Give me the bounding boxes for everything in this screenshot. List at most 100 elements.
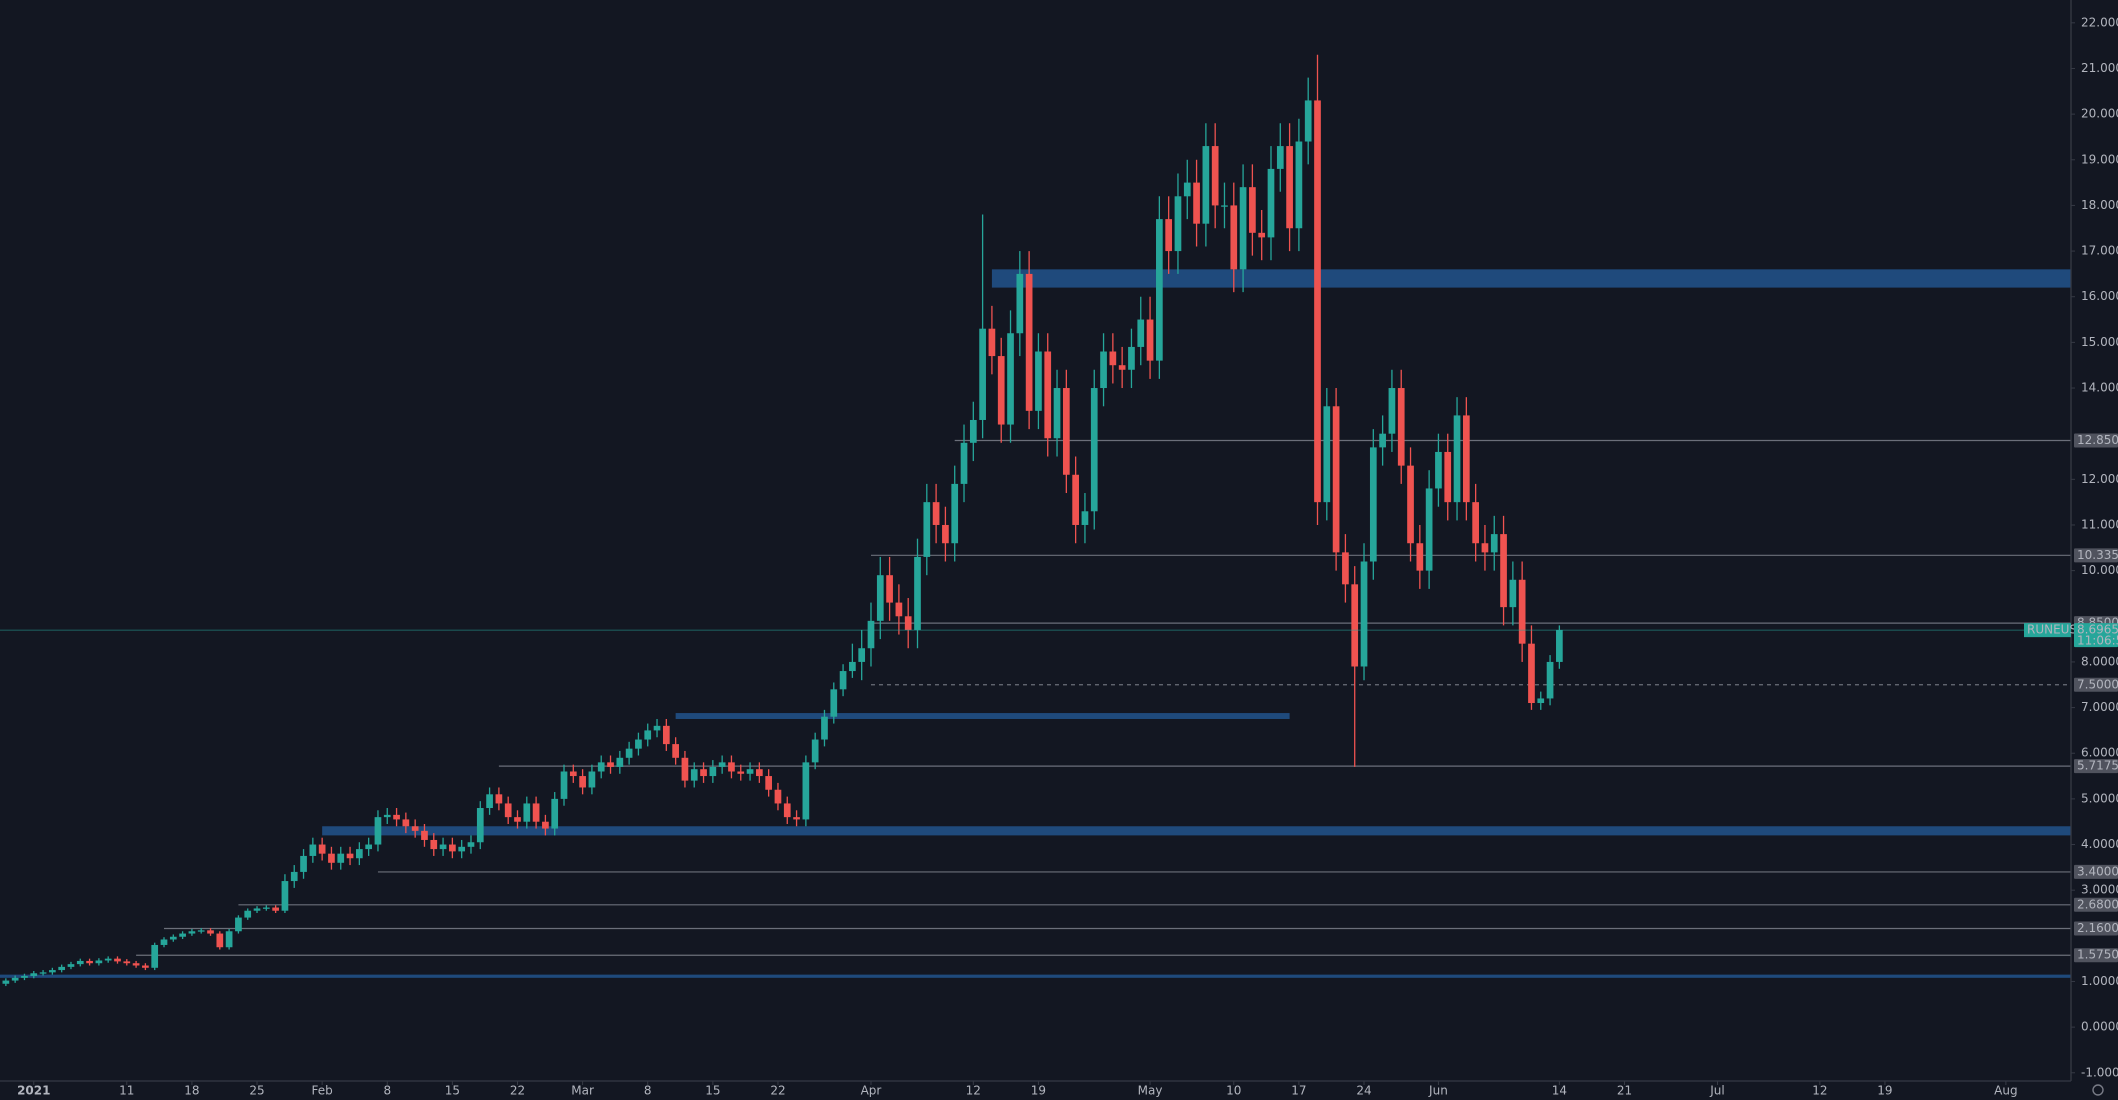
candle-body [821,716,828,740]
candle-body [346,853,354,859]
candle-body [1053,388,1061,439]
candle-body [476,808,484,843]
candle-body [300,855,307,872]
x-tick-label: 11 [119,1084,134,1098]
candle-body [1174,196,1182,252]
candle-body [1267,168,1275,238]
candle-body [1407,465,1414,544]
level-label-bg [2074,921,2118,936]
zone [991,269,2071,288]
candle-body [1304,100,1312,142]
candle-body [737,771,745,774]
candle-body [523,803,531,822]
candle-body [849,661,856,672]
candle-body [393,814,400,820]
candle-body [1314,100,1321,503]
candle-body [718,762,726,767]
candle-body [1156,219,1163,361]
candle-body [318,844,326,854]
candle-body [1332,406,1340,553]
zone [675,713,1290,719]
candle-body [11,977,19,981]
candle-body [662,725,670,745]
candle-body [858,648,866,662]
candle-body [1202,146,1210,224]
candle-body [1090,388,1098,512]
candle-body [532,803,540,822]
level-label: 2.6800 [2077,897,2118,911]
level-label: 12.8500 [2077,433,2118,447]
candle-body [1416,543,1424,571]
settings-icon[interactable] [2092,1084,2104,1096]
candle-body [960,442,968,484]
candle-body [337,853,345,863]
candle-body [542,821,549,829]
candle-body [1472,502,1479,544]
x-tick-label: 12 [1812,1084,1827,1098]
candle-body [1462,415,1470,503]
candle-body [728,762,735,772]
level-label-bg [2074,864,2118,879]
candle-body [151,944,159,968]
candle-body [458,846,466,852]
candle-body [430,839,438,850]
level-label: 7.5000 [2077,677,2118,691]
candle-body [951,483,959,544]
candle-body [904,616,912,630]
candle-body [235,917,242,932]
candle-body [625,748,633,758]
candle-body [1351,584,1359,667]
candle-body [356,849,363,859]
x-tick-label: 25 [249,1084,264,1098]
x-tick-label: 24 [1356,1084,1371,1098]
candle-body [1025,273,1033,411]
candle-body [253,908,261,911]
x-tick-label: May [1138,1084,1163,1098]
candle-body [653,725,661,731]
candle-body [597,762,605,772]
candle-body [607,762,614,767]
candle-body [588,771,596,788]
x-tick-label: Jul [1709,1084,1724,1098]
candle-body [1230,205,1238,270]
x-tick-label: 15 [445,1084,460,1098]
plot-area [0,54,2071,987]
level-label: 10.3355 [2077,548,2118,562]
candle-body [1007,333,1014,425]
candle-body [635,739,642,749]
candle-body [997,356,1005,425]
candle-body [690,769,698,781]
candle-body [932,502,940,525]
candle-body [262,907,270,909]
candle-body [197,930,205,932]
candle-body [1128,346,1135,370]
candle-body [830,689,838,717]
x-tick-label: Apr [861,1084,882,1098]
candle-body [1425,488,1433,571]
candle-body [1518,579,1526,644]
candle-body [365,844,373,850]
countdown-label: 11:06:51 [2077,634,2118,648]
candle-body [700,769,707,777]
candle-body [756,769,763,777]
candle-body [504,803,512,818]
candle-body [1369,447,1377,562]
candle-body [802,762,810,820]
x-tick-label: 8 [644,1084,652,1098]
candle-body [421,830,428,840]
candle-body [514,817,521,822]
candle-body [1528,643,1535,704]
level-label-bg [2074,433,2118,448]
candle-body [579,776,586,788]
candle-body [188,931,196,934]
candle-body [95,960,103,964]
x-tick-label: 15 [705,1084,720,1098]
symbol-label: RUNEUSD [2027,623,2086,637]
